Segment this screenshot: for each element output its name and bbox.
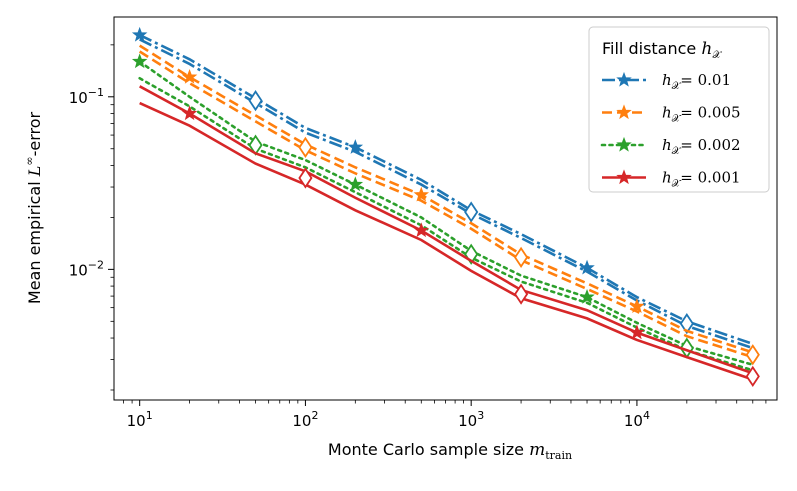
legend-label-var: h	[662, 104, 672, 122]
x-tick-exp: 2	[311, 409, 318, 422]
legend-label-sub: 𝒳	[672, 114, 682, 125]
y-axis-title-post: -error	[25, 111, 44, 156]
y-tick-label: 10−2	[69, 258, 104, 279]
series-3-diamond-marker	[745, 365, 760, 388]
y-tick-exp: −2	[88, 258, 104, 271]
legend-entry-0: h𝒳= 0.01	[602, 71, 731, 92]
x-axis-title-sub: train	[545, 449, 572, 462]
series-0-star-marker	[131, 26, 148, 42]
series-3-lower-line	[139, 101, 754, 381]
x-tick-exp: 4	[643, 409, 650, 422]
legend-label-1: h𝒳= 0.005	[662, 104, 741, 125]
y-axis-title-var: L	[25, 166, 44, 178]
series-1-star-marker	[413, 186, 430, 202]
legend-entry-1: h𝒳= 0.005	[602, 104, 741, 125]
series-1-diamond-marker	[513, 246, 529, 268]
series-3-star-marker	[181, 105, 198, 121]
x-tick-exp: 3	[477, 409, 484, 422]
y-axis-title-pre: Mean empirical	[25, 181, 44, 304]
legend-title-var: h	[701, 39, 712, 59]
legend-label-sub: 𝒳	[672, 146, 682, 157]
x-tick-base: 10	[292, 412, 311, 430]
x-axis-title-main: Monte Carlo sample size	[328, 440, 524, 459]
legend-label-3: h𝒳= 0.001	[662, 169, 741, 190]
series-0-diamond-marker	[679, 313, 694, 335]
x-tick-exp: 1	[146, 409, 153, 422]
series-3-upper-line	[139, 85, 754, 375]
y-tick-base: 10	[69, 89, 88, 107]
legend-label-var: h	[662, 136, 672, 154]
legend-label-var: h	[662, 71, 672, 89]
series-1-diamond-marker	[298, 136, 313, 158]
series-layer	[131, 26, 760, 388]
legend-title-text: Fill distance	[602, 39, 696, 58]
y-tick-label: 10−1	[69, 86, 104, 107]
series-0-lower-line	[139, 38, 754, 350]
series-2-star-marker	[579, 289, 595, 304]
series-2-star-marker	[347, 176, 364, 192]
series-0-star-marker	[579, 259, 595, 275]
legend-label-2: h𝒳= 0.002	[662, 136, 741, 157]
series-3-star-marker	[413, 222, 430, 238]
x-tick-label: 102	[292, 409, 318, 430]
x-axis-title: Monte Carlo sample size mtrain	[328, 440, 572, 462]
legend-star-icon	[616, 71, 632, 87]
legend-label-value: = 0.01	[680, 71, 731, 89]
series-0	[131, 26, 754, 350]
y-tick-base: 10	[69, 261, 88, 279]
legend-star-icon	[616, 169, 632, 185]
series-1-diamond-marker	[745, 344, 760, 366]
x-tick-base: 10	[458, 412, 477, 430]
series-3-diamond-marker	[513, 283, 529, 305]
legend-entry-2: h𝒳= 0.002	[600, 136, 741, 157]
series-1-lower-line	[138, 50, 754, 359]
series-0-diamond-marker	[248, 90, 263, 112]
legend-label-sub: 𝒳	[672, 81, 682, 92]
legend-title-sub: 𝒳	[712, 50, 722, 61]
x-tick-base: 10	[624, 412, 643, 430]
series-0-upper-line	[139, 33, 754, 346]
series-0-star-marker	[347, 139, 364, 154]
series-1	[138, 44, 760, 366]
legend-title: Fill distance h𝒳	[602, 39, 722, 61]
legend-label-value: = 0.001	[680, 169, 740, 187]
y-axis-title: Mean empirical L∞-error	[23, 111, 44, 304]
legend-box	[588, 26, 770, 193]
y-axis-title-sup: ∞	[23, 156, 36, 165]
series-2-lower-line	[138, 77, 755, 372]
x-axis-title-var: m	[529, 440, 545, 460]
legend-label-sub: 𝒳	[672, 179, 682, 190]
series-3	[139, 85, 760, 388]
series-0-diamond-marker	[464, 201, 479, 223]
series-1-upper-line	[138, 44, 754, 354]
legend-label-0: h𝒳= 0.01	[662, 71, 731, 92]
series-3-diamond-marker	[298, 167, 313, 189]
legend-label-value: = 0.002	[680, 136, 740, 154]
legend-star-icon	[616, 104, 632, 120]
y-tick-exp: −1	[88, 86, 104, 99]
x-tick-label: 101	[127, 409, 153, 430]
legend-entry-3: h𝒳= 0.001	[602, 169, 741, 190]
series-2-diamond-marker	[464, 243, 479, 265]
series-3-star-marker	[629, 324, 645, 340]
x-tick-label: 104	[624, 409, 650, 430]
legend-label-var: h	[662, 169, 672, 187]
series-2-upper-line	[138, 60, 755, 367]
series-1-star-marker	[181, 68, 198, 84]
x-tick-base: 10	[127, 412, 146, 430]
series-2-star-marker	[131, 53, 148, 69]
series-1-star-marker	[629, 298, 645, 314]
x-tick-label: 103	[458, 409, 484, 430]
legend-star-icon	[616, 136, 632, 152]
legend-label-value: = 0.005	[680, 104, 740, 122]
